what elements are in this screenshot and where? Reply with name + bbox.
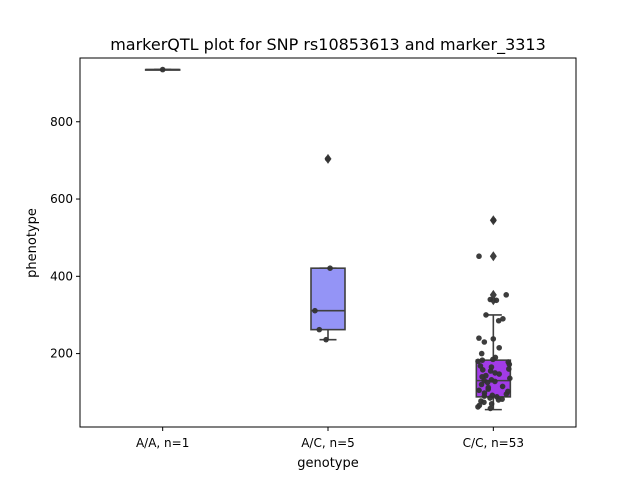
point-2-1 xyxy=(476,253,482,260)
point-2-37 xyxy=(476,387,482,394)
point-2-23 xyxy=(487,368,494,374)
point-1-3 xyxy=(316,326,323,333)
point-2-9 xyxy=(490,336,497,342)
point-1-2 xyxy=(312,307,318,314)
point-2-16 xyxy=(475,358,481,365)
point-2-11 xyxy=(496,344,502,351)
point-2-48 xyxy=(481,399,487,406)
point-2-33 xyxy=(478,381,485,388)
point-2-10 xyxy=(481,339,488,345)
point-2-21 xyxy=(506,366,512,372)
point-1-4 xyxy=(323,336,329,343)
point-2-46 xyxy=(495,397,502,403)
y-tick-label-200: 200 xyxy=(50,347,73,361)
axes: 200 400 600 800 A/A, n=1 A/C, n=5 C/C, n=53 xyxy=(50,115,524,450)
point-2-42 xyxy=(481,393,488,399)
point-2-8 xyxy=(476,335,482,341)
point-2-7 xyxy=(495,317,502,324)
point-2-3 xyxy=(493,297,500,304)
point-2-5 xyxy=(483,312,489,318)
point-1-1 xyxy=(327,265,333,271)
box-1 xyxy=(310,267,346,331)
point-2-12 xyxy=(478,350,485,357)
y-tick-label-400: 400 xyxy=(50,269,73,283)
x-tick-label-0: A/A, n=1 xyxy=(136,436,189,450)
point-2-14 xyxy=(490,356,496,363)
point-2-44 xyxy=(487,395,493,401)
chart-title: markerQTL plot for SNP rs10853613 and ma… xyxy=(110,35,546,55)
point-2-52 xyxy=(487,405,494,412)
point-0-0 xyxy=(159,66,166,73)
x-tick-label-2: C/C, n=53 xyxy=(463,436,524,450)
point-2-32 xyxy=(484,379,491,386)
point-2-25 xyxy=(496,371,502,377)
point-2-40 xyxy=(503,391,510,397)
y-tick-label-600: 600 xyxy=(50,192,73,206)
point-2-51 xyxy=(475,404,481,410)
point-2-34 xyxy=(499,383,506,390)
point-2-31 xyxy=(492,378,498,385)
y-tick-label-800: 800 xyxy=(50,115,73,129)
point-layer xyxy=(159,66,513,412)
point-2-28 xyxy=(507,375,513,382)
point-2-4 xyxy=(487,296,494,303)
point-2-6 xyxy=(500,316,506,322)
point-2-36 xyxy=(485,386,492,392)
point-2-0 xyxy=(490,217,497,224)
x-tick-label-1: A/C, n=5 xyxy=(301,436,355,450)
x-axis-label: genotype xyxy=(297,456,358,471)
y-axis-label: phenotype xyxy=(25,208,40,278)
point-2-22 xyxy=(479,367,486,373)
point-2-15 xyxy=(479,357,486,363)
point-2-2 xyxy=(503,292,510,298)
point-2-49 xyxy=(488,401,495,407)
point-2-18 xyxy=(506,361,513,368)
box-layer xyxy=(144,68,512,411)
point-1-0 xyxy=(324,156,331,162)
outlier-2-1 xyxy=(489,251,497,262)
